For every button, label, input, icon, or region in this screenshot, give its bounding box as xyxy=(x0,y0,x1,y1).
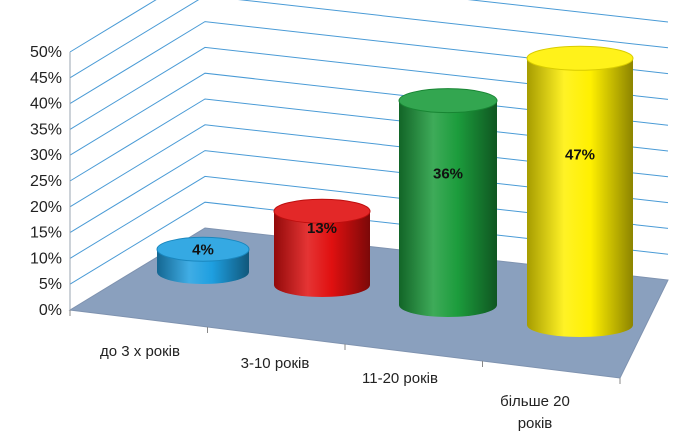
data-label: 47% xyxy=(565,147,595,164)
gridline xyxy=(69,201,669,285)
bar-1 xyxy=(156,236,250,284)
y-tick-label: 45% xyxy=(30,70,62,87)
y-tick-label: 25% xyxy=(30,173,62,190)
bar-top xyxy=(156,236,250,262)
y-tick-label: 20% xyxy=(30,199,62,216)
data-label: 13% xyxy=(307,220,337,237)
gridline xyxy=(69,98,669,182)
y-tick-label: 30% xyxy=(30,147,62,164)
bar-body xyxy=(399,100,497,317)
gridline xyxy=(69,46,669,130)
x-tick-label: до 3 х років xyxy=(100,343,180,360)
gridline xyxy=(69,0,669,79)
gridline xyxy=(69,21,669,105)
bar-top xyxy=(273,198,371,224)
y-tick-label: 10% xyxy=(30,250,62,267)
bar-2 xyxy=(273,198,371,297)
gridline xyxy=(69,150,669,234)
y-tick-label: 35% xyxy=(30,121,62,138)
y-tick-label: 5% xyxy=(39,276,62,293)
data-label: 36% xyxy=(433,165,463,182)
data-label: 4% xyxy=(192,241,214,258)
x-tick-label: 11-20 років xyxy=(362,370,438,387)
y-tick-label: 15% xyxy=(30,225,62,242)
bar-body xyxy=(274,211,370,297)
x-tick-label: 3-10 років xyxy=(241,355,310,372)
gridline xyxy=(69,72,669,156)
bar-top xyxy=(526,45,634,71)
y-tick-label: 40% xyxy=(30,96,62,113)
y-tick-label: 0% xyxy=(39,302,62,319)
y-tick-label: 50% xyxy=(30,44,62,61)
bar-3 xyxy=(398,88,498,317)
bar-body xyxy=(527,58,633,338)
gridline xyxy=(69,0,669,53)
bar-4 xyxy=(526,45,634,338)
gridline xyxy=(69,175,669,259)
gridline xyxy=(69,124,669,208)
x-tick-label: більше 20 років xyxy=(500,393,570,432)
bar-top xyxy=(398,88,498,114)
